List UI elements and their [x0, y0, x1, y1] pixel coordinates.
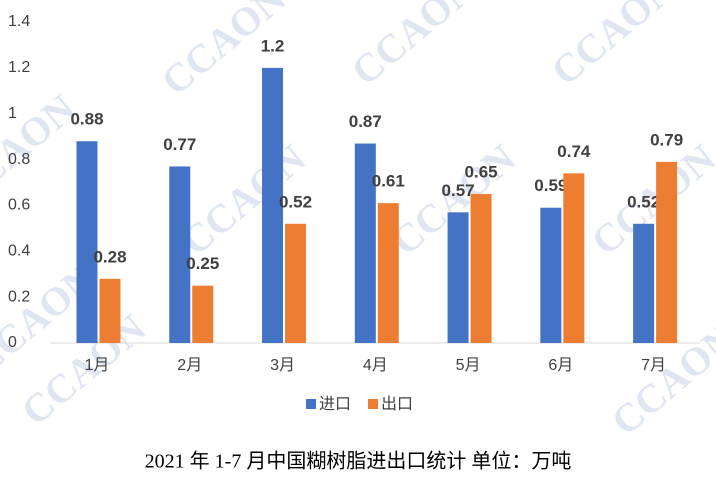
watermark: CCAON	[343, 0, 484, 94]
bar	[563, 173, 585, 343]
x-tick-label: 3月	[270, 357, 295, 374]
value-label: 0.61	[372, 172, 405, 191]
value-label: 0.57	[442, 181, 475, 200]
bar	[169, 166, 191, 343]
value-label: 0.52	[279, 192, 312, 211]
x-tick-label: 2月	[177, 357, 202, 374]
bar	[354, 143, 376, 343]
value-label: 0.79	[650, 130, 683, 149]
y-tick-label: 0.8	[8, 151, 30, 168]
x-tick-label: 6月	[548, 357, 573, 374]
value-label: 0.74	[557, 142, 591, 161]
y-tick-label: 1.4	[8, 13, 30, 30]
x-tick-label: 1月	[85, 357, 110, 374]
bar	[470, 193, 492, 343]
value-label: 0.88	[70, 110, 103, 129]
bar	[377, 203, 399, 343]
x-tick-label: 5月	[456, 357, 481, 374]
bar	[633, 223, 655, 343]
value-label: 0.87	[349, 112, 382, 131]
x-tick-label: 7月	[641, 357, 666, 374]
bar	[99, 278, 121, 343]
y-tick-label: 1	[8, 105, 17, 122]
legend-swatch	[306, 399, 316, 409]
legend-label: 进口	[319, 395, 351, 413]
legend-swatch	[368, 399, 378, 409]
bar	[656, 161, 678, 343]
bar	[76, 141, 98, 343]
value-label: 0.65	[465, 162, 498, 181]
y-tick-label: 0.2	[8, 288, 30, 305]
value-label: 0.52	[627, 192, 660, 211]
bar	[540, 207, 562, 343]
bar	[192, 285, 214, 343]
value-label: 0.28	[93, 247, 126, 266]
value-label: 0.77	[163, 135, 196, 154]
value-label: 1.2	[261, 36, 285, 55]
x-tick-label: 4月	[363, 357, 388, 374]
value-label: 0.25	[186, 254, 219, 273]
y-tick-label: 0.4	[8, 243, 30, 260]
bar	[262, 67, 284, 343]
value-label: 0.59	[534, 176, 567, 195]
chart-title: 2021 年 1-7 月中国糊树脂进出口统计 单位：万吨	[145, 450, 572, 473]
legend-label: 出口	[381, 395, 413, 413]
watermark: CCAON	[543, 0, 684, 94]
bar	[447, 212, 469, 343]
y-tick-label: 1.2	[8, 59, 30, 76]
y-tick-label: 0.6	[8, 197, 30, 214]
bar	[285, 223, 307, 343]
y-tick-label: 0	[8, 334, 17, 351]
